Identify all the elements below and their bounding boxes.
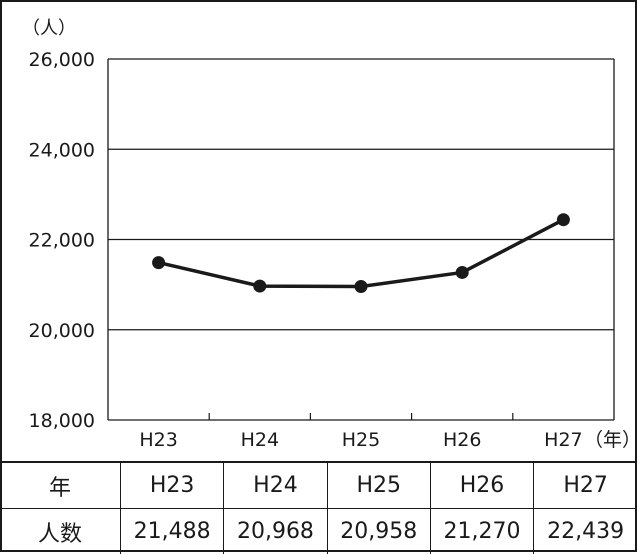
y-tick-label: 22,000 xyxy=(29,230,95,252)
table-year-cell: H23 xyxy=(121,462,224,509)
y-tick-label: 20,000 xyxy=(29,320,95,342)
table-value-cell: 22,439 xyxy=(534,509,637,554)
data-table: 年 H23 H24 H25 H26 H27 人数 21,488 20,968 2… xyxy=(0,461,637,554)
table-year-cell: H24 xyxy=(224,462,327,509)
table-value-row: 人数 21,488 20,968 20,958 21,270 22,439 xyxy=(0,509,637,554)
x-tick-label: H27 xyxy=(544,429,582,451)
x-tick-label: H26 xyxy=(443,429,481,451)
data-point xyxy=(253,280,266,293)
line-chart: （人） 18,000 20,000 22,000 24,000 26,000 H23 H2… xyxy=(0,0,637,461)
table-value-cell: 21,488 xyxy=(121,509,224,554)
data-point xyxy=(557,213,570,226)
data-point xyxy=(456,266,469,279)
table-year-cell: H27 xyxy=(534,462,637,509)
series-line xyxy=(159,220,564,287)
table-value-cell: 20,968 xyxy=(224,509,327,554)
table-value-cell: 20,958 xyxy=(327,509,430,554)
y-tick-label: 26,000 xyxy=(29,49,95,71)
y-axis-unit: （人） xyxy=(22,18,76,39)
table-row-label: 人数 xyxy=(0,509,121,554)
table-year-cell: H25 xyxy=(327,462,430,509)
table-header-row: 年 H23 H24 H25 H26 H27 xyxy=(0,462,637,509)
y-tick-label: 24,000 xyxy=(29,139,95,161)
table-year-cell: H26 xyxy=(430,462,533,509)
x-tick-label: H25 xyxy=(342,429,380,451)
table-header-label: 年 xyxy=(0,462,121,509)
x-tick-label: H23 xyxy=(139,429,177,451)
data-point xyxy=(355,280,368,293)
y-tick-label: 18,000 xyxy=(29,410,95,432)
table-value-cell: 21,270 xyxy=(430,509,533,554)
x-tick-label: H24 xyxy=(241,429,279,451)
x-axis-unit: （年） xyxy=(584,429,637,451)
data-point xyxy=(152,256,165,269)
